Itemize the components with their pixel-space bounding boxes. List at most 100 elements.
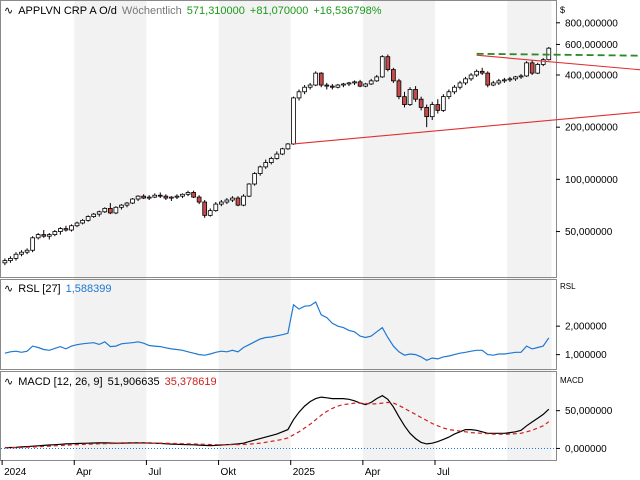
x-tick-label: Okt xyxy=(221,467,237,478)
indicator-tick-label: 1,000000 xyxy=(565,350,607,361)
candle-body xyxy=(513,76,518,80)
candle-body xyxy=(163,195,169,199)
candle-body xyxy=(35,234,41,239)
candle-body xyxy=(69,225,74,231)
series-line-rsl-27- xyxy=(4,301,550,361)
pane-frame xyxy=(0,0,557,278)
macd-header: ∿ MACD [12, 26, 9] 51,906635 35,378619 xyxy=(4,375,222,388)
candle-body xyxy=(479,70,485,74)
candle-body xyxy=(346,82,352,85)
candle-body xyxy=(385,56,391,70)
candle-body xyxy=(313,72,319,86)
candle-body xyxy=(30,237,35,251)
candle-body xyxy=(58,228,63,232)
macd-pane[interactable] xyxy=(1,394,556,449)
indicator-tick-label: 50,000000 xyxy=(565,406,613,417)
candle-body xyxy=(113,206,119,214)
candle-body xyxy=(130,198,135,204)
candle-body xyxy=(335,84,341,88)
candle-body xyxy=(318,72,324,86)
trend-line xyxy=(293,111,640,145)
quarter-band xyxy=(507,0,552,460)
symbol-name: APPLVN CRP A O/d xyxy=(18,5,117,17)
trend-line xyxy=(476,54,640,71)
candle-body xyxy=(191,192,196,198)
candle-body xyxy=(307,84,313,88)
candle-body xyxy=(391,69,396,82)
last-price: 571,310000 xyxy=(186,5,245,17)
x-tick-label: Jul xyxy=(437,467,450,478)
candle-body xyxy=(535,64,541,74)
x-tick-label: Apr xyxy=(365,467,381,478)
candle-body xyxy=(368,80,374,85)
candle-body xyxy=(96,211,102,215)
candle-body xyxy=(169,196,174,199)
candle-body xyxy=(8,257,13,261)
candle-body xyxy=(407,89,413,105)
candle-body xyxy=(152,194,158,198)
price-tick-label: 100,000000 xyxy=(565,175,618,186)
candle-body xyxy=(413,89,418,100)
candle-body xyxy=(230,197,235,201)
candle-body xyxy=(302,86,307,93)
candle-body xyxy=(429,104,435,118)
price-header: ∿ APPLVN CRP A O/d Wöchentlich 571,310000 +8… xyxy=(4,4,387,17)
background-bands xyxy=(74,0,552,460)
candle-body xyxy=(85,216,91,221)
candle-body xyxy=(452,86,457,93)
quarter-band xyxy=(74,0,147,460)
price-tick-label: 800,000000 xyxy=(565,18,618,29)
candle-body xyxy=(107,207,113,214)
axes: 50,000000 100,000000 200,000000 400,000000 6… xyxy=(1,18,618,478)
rsl-pane[interactable] xyxy=(4,301,550,361)
pane-frame xyxy=(0,279,557,370)
series-line-signal xyxy=(4,401,550,449)
price-change: +81,070000 xyxy=(249,5,309,17)
rsl-name: RSL [27] xyxy=(18,283,61,295)
candle-body xyxy=(263,162,269,168)
panel-frames xyxy=(0,0,557,461)
candle-body xyxy=(218,201,224,205)
trend-line xyxy=(476,52,640,57)
candle-body xyxy=(252,173,257,185)
candle-body xyxy=(24,249,30,253)
rsl-header-icon: ∿ xyxy=(4,283,14,295)
candle-body xyxy=(46,234,52,237)
quarter-band xyxy=(218,0,291,460)
quarter-band xyxy=(362,0,436,460)
candle-body xyxy=(91,213,97,217)
candle-body xyxy=(13,253,19,259)
candle-body xyxy=(19,251,24,255)
macd-name: MACD [12, 26, 9] xyxy=(18,376,103,388)
candle-body xyxy=(157,194,163,197)
x-tick-label: 2024 xyxy=(4,467,27,478)
macd-header-icon: ∿ xyxy=(4,376,14,388)
x-tick-label: Jul xyxy=(148,467,161,478)
interval-label: Wöchentlich xyxy=(121,5,182,17)
price-pane[interactable] xyxy=(2,47,640,266)
candle-body xyxy=(196,196,202,203)
candle-body xyxy=(102,207,108,213)
price-tick-label: 50,000000 xyxy=(565,227,613,238)
pane-frame xyxy=(0,371,557,461)
candle-body xyxy=(80,219,85,224)
rsl-value: 1,588399 xyxy=(65,283,112,295)
candle-body xyxy=(463,78,468,84)
indicator-tick-label: 2,000000 xyxy=(565,322,607,333)
candle-body xyxy=(485,72,491,86)
price-tick-label: 400,000000 xyxy=(565,70,618,81)
candle-body xyxy=(352,81,357,84)
candle-body xyxy=(213,203,219,212)
candle-body xyxy=(357,81,363,87)
candle-body xyxy=(180,193,185,197)
rsl-axis-unit: RSL xyxy=(560,282,576,291)
indicator-tick-label: 0,000000 xyxy=(565,444,607,455)
candle-body xyxy=(518,75,524,78)
candle-body xyxy=(524,62,529,77)
candle-body xyxy=(291,97,296,145)
price-axis-unit: $ xyxy=(560,5,565,15)
candle-body xyxy=(268,158,274,163)
candle-body xyxy=(435,104,441,111)
candle-body xyxy=(329,85,335,88)
